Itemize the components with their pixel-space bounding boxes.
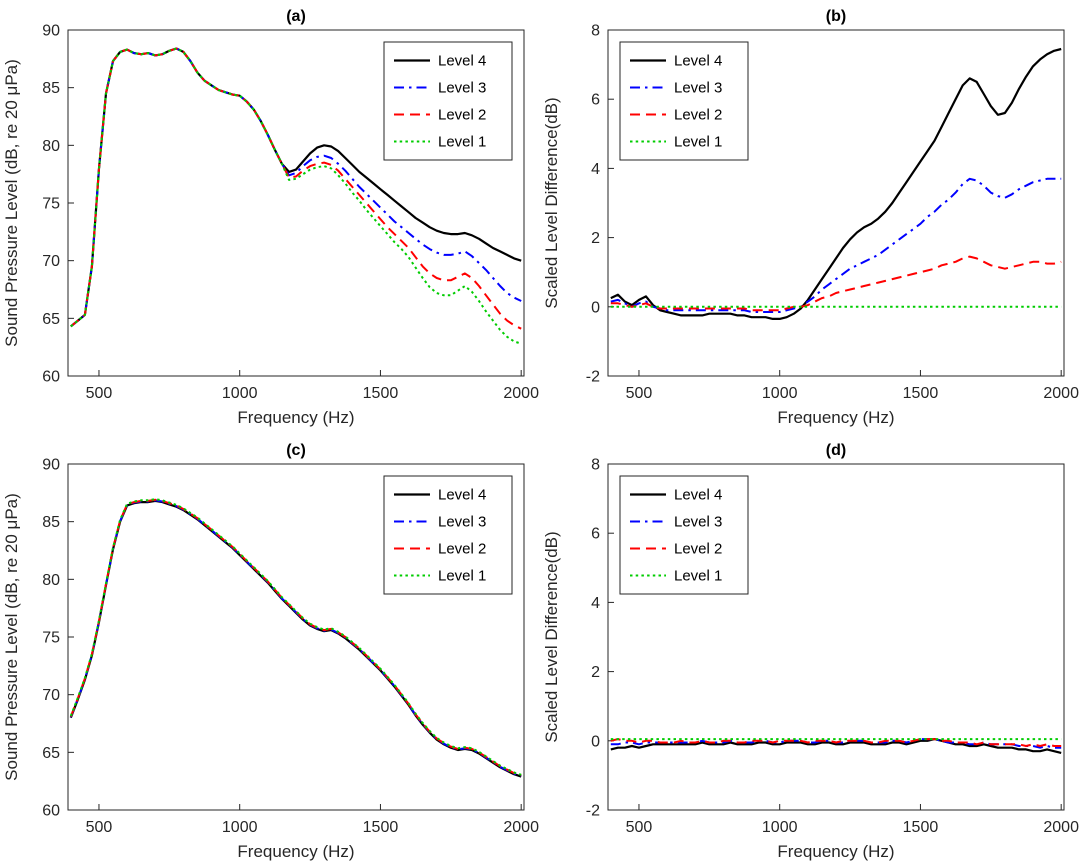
y-tick-label: 6	[591, 526, 600, 543]
chart-a: 500 1000 1500 2000 60 65 70 75 80 85 90 (a) Frequenc…	[2, 8, 539, 427]
legend-box	[383, 475, 513, 595]
y-tick-label: 6	[591, 92, 600, 109]
series-line-level-3	[610, 177, 1062, 313]
y-axis-label: Scaled Level Difference(dB)	[542, 97, 561, 308]
x-axis-label: Frequency (Hz)	[237, 842, 354, 861]
x-tick-label: 1000	[222, 385, 258, 402]
x-tick-label: 1500	[903, 819, 939, 836]
x-tick-label: 500	[626, 385, 653, 402]
panel-c: 500 1000 1500 2000 60 65 70 75 80 85 90 (c) Frequenc…	[0, 434, 540, 868]
legend-label: Level 4	[674, 53, 722, 70]
x-tick-label: 1000	[222, 819, 258, 836]
y-tick-label: 4	[591, 595, 600, 612]
x-tick-label: 1500	[363, 819, 399, 836]
x-tick-label: 1000	[762, 819, 798, 836]
x-tick-label: 2000	[1043, 385, 1079, 402]
y-tick-label: 70	[42, 253, 60, 270]
chart-title: (a)	[286, 8, 306, 25]
legend-label: Level 1	[438, 568, 486, 585]
legend-box	[383, 41, 513, 161]
legend-box	[619, 475, 749, 595]
y-tick-label: 75	[42, 630, 60, 647]
y-tick-label: 4	[591, 161, 600, 178]
y-tick-label: -2	[586, 369, 600, 386]
legend: Level 4 Level 3 Level 2 Level 1	[619, 41, 749, 161]
series-line-level-2	[610, 738, 1062, 747]
y-tick-label: 65	[42, 311, 60, 328]
legend-label: Level 1	[674, 568, 722, 585]
panel-a: 500 1000 1500 2000 60 65 70 75 80 85 90 (a) Frequenc…	[0, 0, 540, 434]
x-tick-label: 2000	[1043, 819, 1079, 836]
y-axis-label: Sound Pressure Level (dB, re 20 μPa)	[2, 493, 21, 781]
legend-label: Level 2	[438, 107, 486, 124]
chart-c: 500 1000 1500 2000 60 65 70 75 80 85 90 (c) Frequenc…	[2, 442, 539, 861]
legend: Level 4 Level 3 Level 2 Level 1	[383, 475, 513, 595]
series-line-level-2	[610, 255, 1062, 312]
chart-b: 500 1000 1500 2000 -2 0 2 4 6 8 (b) Frequency (Hz) S…	[542, 8, 1079, 427]
y-tick-label: 85	[42, 514, 60, 531]
y-tick-label: -2	[586, 803, 600, 820]
y-axis-label: Sound Pressure Level (dB, re 20 μPa)	[2, 59, 21, 347]
chart-d: 500 1000 1500 2000 -2 0 2 4 6 8 (d) Frequency (Hz) S…	[542, 442, 1079, 861]
y-tick-label: 60	[42, 803, 60, 820]
y-tick-label: 80	[42, 138, 60, 155]
y-tick-label: 60	[42, 369, 60, 386]
series-line-level-3	[69, 499, 522, 777]
y-tick-label: 8	[591, 457, 600, 474]
chart-title: (b)	[826, 8, 846, 25]
y-tick-label: 0	[591, 733, 600, 750]
y-tick-label: 90	[42, 23, 60, 40]
legend-label: Level 4	[438, 487, 486, 504]
y-tick-label: 80	[42, 572, 60, 589]
legend-label: Level 2	[674, 541, 722, 558]
x-axis-label: Frequency (Hz)	[777, 408, 894, 427]
y-tick-label: 65	[42, 745, 60, 762]
y-tick-label: 75	[42, 196, 60, 213]
x-axis-label: Frequency (Hz)	[777, 842, 894, 861]
legend-label: Level 1	[438, 134, 486, 151]
y-tick-label: 0	[591, 299, 600, 316]
x-tick-label: 1000	[762, 385, 798, 402]
legend-box	[619, 41, 749, 161]
series-line-level-4	[610, 47, 1062, 320]
chart-title: (d)	[826, 442, 846, 459]
series-line-level-3	[70, 47, 522, 328]
x-tick-label: 1500	[903, 385, 939, 402]
series-line-level-2	[70, 47, 522, 330]
series-line-level-4	[610, 738, 1062, 754]
x-tick-label: 500	[626, 819, 653, 836]
y-tick-label: 90	[42, 457, 60, 474]
x-tick-label: 500	[86, 385, 113, 402]
y-axis-label: Scaled Level Difference(dB)	[542, 531, 561, 742]
x-axis-label: Frequency (Hz)	[237, 408, 354, 427]
x-tick-label: 2000	[503, 385, 539, 402]
legend-label: Level 3	[674, 80, 722, 97]
legend-label: Level 4	[438, 53, 486, 70]
legend-label: Level 3	[438, 80, 486, 97]
legend-label: Level 4	[674, 487, 722, 504]
legend-label: Level 3	[674, 514, 722, 531]
y-tick-label: 8	[591, 23, 600, 40]
y-tick-label: 85	[42, 80, 60, 97]
y-tick-label: 70	[42, 687, 60, 704]
x-tick-label: 1500	[363, 385, 399, 402]
legend-label: Level 1	[674, 134, 722, 151]
legend-label: Level 2	[438, 541, 486, 558]
x-tick-label: 500	[86, 819, 113, 836]
panel-b: 500 1000 1500 2000 -2 0 2 4 6 8 (b) Frequency (Hz) S…	[540, 0, 1080, 434]
x-tick-label: 2000	[503, 819, 539, 836]
legend-label: Level 3	[438, 514, 486, 531]
y-tick-label: 2	[591, 664, 600, 681]
legend-label: Level 2	[674, 107, 722, 124]
chart-title: (c)	[286, 442, 306, 459]
legend: Level 4 Level 3 Level 2 Level 1	[383, 41, 513, 161]
panel-d: 500 1000 1500 2000 -2 0 2 4 6 8 (d) Frequency (Hz) S…	[540, 434, 1080, 868]
legend: Level 4 Level 3 Level 2 Level 1	[619, 475, 749, 595]
y-tick-label: 2	[591, 230, 600, 247]
